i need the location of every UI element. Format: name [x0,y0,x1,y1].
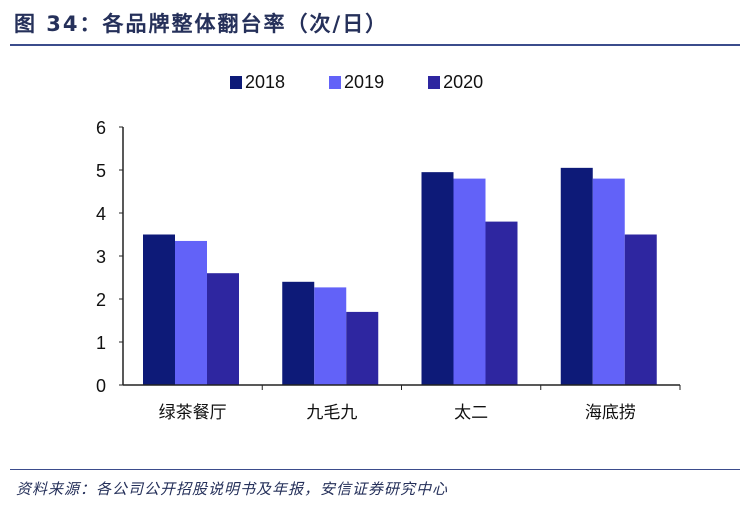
legend-item-2020: 2020 [428,72,483,93]
bar-2020-1 [346,311,379,385]
bar-2020-3 [624,234,657,385]
y-tick-label: 2 [96,290,106,310]
legend: 2018 2019 2020 [230,72,483,93]
footer-divider [10,469,740,470]
figure-title: 图 34：各品牌整体翻台率（次/日） [14,12,389,36]
legend-item-2018: 2018 [230,72,285,93]
y-tick-label: 0 [96,376,106,396]
x-tick-label: 绿茶餐厅 [159,403,227,423]
source-note: 资料来源：各公司公开招股说明书及年报，安信证券研究中心 [16,480,449,498]
bar-2020-2 [485,221,518,385]
legend-label: 2020 [443,72,484,92]
bar-2019-0 [175,240,207,385]
bar-2019-1 [314,287,347,385]
legend-swatch [329,76,342,89]
x-tick-label: 海底捞 [585,403,636,423]
x-tick-label: 九毛九 [306,403,357,423]
legend-swatch [230,76,242,89]
y-tick-label: 3 [96,247,106,267]
y-tick-label: 1 [96,333,106,353]
x-tick-label: 太二 [454,403,488,423]
bar-2018-3 [560,167,593,385]
bar-2018-0 [143,234,175,385]
bar-2020-0 [207,273,239,385]
title-divider [10,44,740,46]
bar-2019-2 [453,178,486,385]
bar-2018-1 [282,281,315,385]
legend-label: 2018 [245,72,286,92]
bar-2018-2 [421,172,454,385]
bar-2019-3 [592,178,625,385]
bar-chart: 绿茶餐厅 九毛九 太二 海底捞 0 1 2 3 4 5 6 [96,118,681,423]
y-tick-label: 5 [96,161,106,181]
y-tick-label: 6 [96,118,106,138]
legend-swatch [428,76,441,89]
legend-item-2019: 2019 [329,72,384,93]
legend-label: 2019 [344,72,385,92]
y-tick-label: 4 [96,204,106,224]
